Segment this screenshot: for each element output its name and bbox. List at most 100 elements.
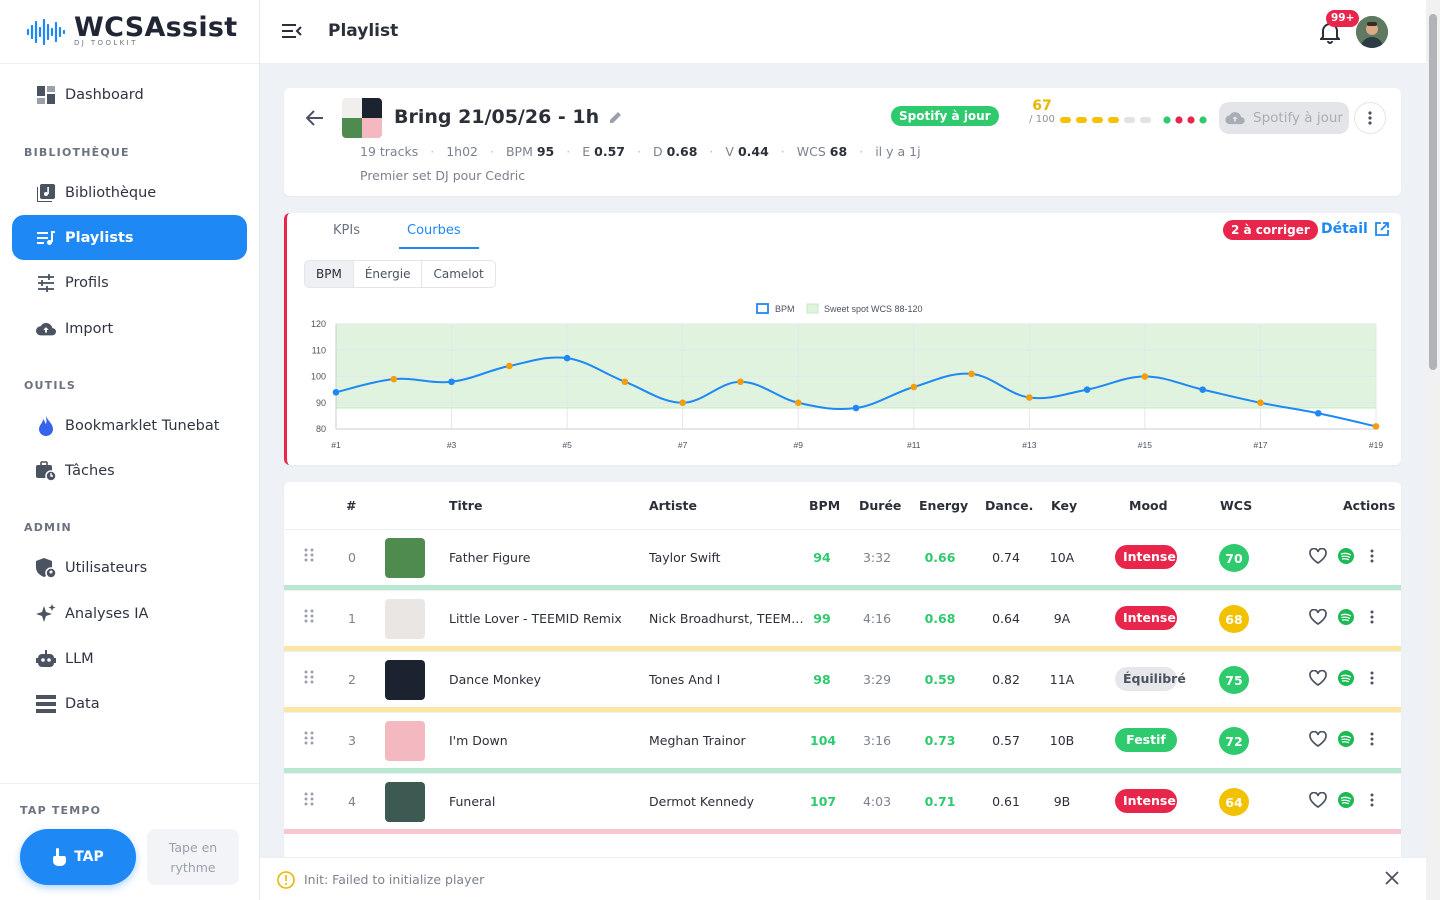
mood-badge: Intense [1115,545,1177,569]
sidebar-item-dashboard[interactable]: Dashboard [12,72,247,117]
bpm-data-point [332,388,340,396]
scrollbar-thumb[interactable] [1429,14,1437,370]
heart-icon[interactable] [1309,609,1327,625]
sliders-icon [36,273,56,293]
detail-link[interactable]: Détail [1321,221,1389,237]
row-status-bar [284,829,1401,834]
playlist-header-card: Bring 21/05/26 - 1h 19 tracks · 1h02 · B… [284,88,1401,196]
table-row[interactable]: 1 Little Lover - TEEMID Remix Nick Broadhu… [284,590,1401,651]
drag-handle-icon[interactable] [304,609,314,623]
fix-count-badge: 2 à corriger [1223,220,1318,240]
table-row[interactable]: 4 Funeral Dermot Kennedy 107 4:03 0.71 0.61 9B I… [284,773,1401,834]
hand-pointer-icon [53,848,67,866]
sidebar-item-llm[interactable]: LLM [12,636,247,681]
drag-handle-icon[interactable] [304,731,314,745]
kebab-icon[interactable] [1365,793,1379,807]
logo[interactable]: WCSAssist DJ TOOLKIT [0,0,259,64]
section-outils: OUTILS [24,379,77,392]
wcs-score-badge: 72 [1219,727,1249,755]
spotify-icon[interactable] [1337,669,1355,687]
track-title[interactable]: Funeral [449,794,496,809]
heart-icon[interactable] [1309,670,1327,686]
table-row[interactable]: 3 I'm Down Meghan Trainor 104 3:16 0.73 0.57 10… [284,712,1401,773]
robot-icon [36,649,56,669]
mood-badge: Intense [1115,606,1177,630]
kebab-icon[interactable] [1365,610,1379,624]
playlist-score: 67 / 100 [1022,98,1062,125]
tasks-icon [36,460,56,481]
track-number: 3 [348,733,356,748]
segment-camelot[interactable]: Camelot [433,267,484,281]
sidebar-item-analyses-ia[interactable]: Analyses IA [12,591,247,636]
back-arrow-icon[interactable] [306,110,324,126]
close-icon[interactable] [1385,871,1399,885]
more-options-button[interactable] [1354,102,1386,134]
playlist-description: Premier set DJ pour Cedric [360,168,526,183]
mood-badge: Équilibré [1115,667,1186,691]
playlist-cover [342,98,382,138]
tab-courbes[interactable]: Courbes [399,223,479,249]
track-title[interactable]: Father Figure [449,550,531,565]
row-actions [1309,791,1379,809]
kebab-icon[interactable] [1365,732,1379,746]
segment-bpm[interactable]: BPM [305,261,354,287]
sidebar-item-utilisateurs[interactable]: Utilisateurs [12,545,247,590]
menu-collapse-icon[interactable] [282,22,302,40]
meta-dance: D 0.68 [652,144,698,159]
row-actions [1309,730,1379,748]
track-title[interactable]: Dance Monkey [449,672,541,687]
sidebar-item-import[interactable]: Import [12,306,247,351]
tap-button[interactable]: TAP [20,829,136,885]
section-bibliotheque: BIBLIOTHÈQUE [24,146,130,159]
table-row[interactable]: 0 Father Figure Taylor Swift 94 3:32 0.66 0.74… [284,529,1401,590]
page-scrollbar[interactable] [1426,0,1440,900]
spotify-status-badge: Spotify à jour [891,106,999,126]
drag-handle-icon[interactable] [304,792,314,806]
row-status-bar [284,646,1401,651]
wcs-score-badge: 64 [1219,788,1249,816]
bpm-data-point [1257,399,1264,407]
avatar[interactable] [1356,16,1388,48]
spotify-icon[interactable] [1337,791,1355,809]
score-max: / 100 [1029,114,1055,125]
track-cover [385,782,425,822]
row-status-bar [284,585,1401,590]
track-number: 1 [348,611,356,626]
tap-tempo-panel: TAP TEMPO TAP Tape en rythme [0,783,259,900]
heart-icon[interactable] [1309,792,1327,808]
heart-icon[interactable] [1309,731,1327,747]
bpm-data-point [1372,423,1380,430]
segment-energie[interactable]: Énergie [354,261,423,287]
sidebar-item-profils[interactable]: Profils [12,260,247,305]
library-icon [36,183,56,203]
x-tick-label: #19 [1369,440,1383,450]
heart-icon[interactable] [1309,548,1327,564]
logo-text: WCSAssist [74,12,238,43]
spotify-icon[interactable] [1337,547,1355,565]
sidebar-item-playlists[interactable]: Playlists [12,215,247,260]
meta-bpm: BPM 95 [505,144,555,159]
sidebar-item-taches[interactable]: Tâches [12,448,247,493]
spotify-icon[interactable] [1337,730,1355,748]
sidebar-item-bookmarklet[interactable]: Bookmarklet Tunebat [12,403,247,448]
sweet-spot-band [335,323,1377,409]
spotify-icon[interactable] [1337,608,1355,626]
edit-pencil-icon[interactable] [609,111,622,123]
x-tick-label: #13 [1022,440,1036,450]
track-artist: Dermot Kennedy [649,794,755,809]
sidebar-item-label: Playlists [65,229,134,246]
track-title[interactable]: I'm Down [449,733,508,748]
table-row[interactable]: 2 Dance Monkey Tones And I 98 3:29 0.59 0.82 11… [284,651,1401,712]
sidebar-item-data[interactable]: Data [12,681,247,726]
kebab-icon[interactable] [1365,549,1379,563]
header-num: # [346,498,357,513]
bpm-data-point [852,404,860,412]
bpm-data-point [563,354,571,362]
track-title[interactable]: Little Lover - TEEMID Remix [449,611,622,626]
sidebar-item-bibliotheque[interactable]: Bibliothèque [12,170,247,215]
tab-kpis[interactable]: KPIs [333,223,360,238]
drag-handle-icon[interactable] [304,548,314,562]
kebab-icon[interactable] [1365,671,1379,685]
spotify-sync-button[interactable]: Spotify à jour [1219,102,1349,134]
drag-handle-icon[interactable] [304,670,314,684]
